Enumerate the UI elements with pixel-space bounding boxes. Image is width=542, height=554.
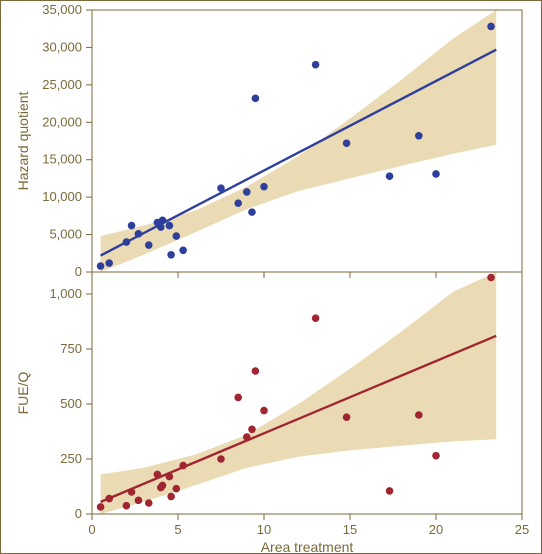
- svg-text:25,000: 25,000: [42, 77, 82, 92]
- svg-text:Hazard quotient: Hazard quotient: [15, 91, 31, 190]
- svg-text:15: 15: [343, 522, 357, 537]
- svg-text:20: 20: [429, 522, 443, 537]
- svg-text:750: 750: [60, 341, 82, 356]
- svg-text:5: 5: [174, 522, 181, 537]
- svg-text:0: 0: [88, 522, 95, 537]
- chart-svg: 0 5,000 10,000 15,000 20,000 25,000 30,000 35,0…: [0, 0, 542, 554]
- svg-text:FUE/Q: FUE/Q: [15, 372, 31, 415]
- svg-text:5,000: 5,000: [49, 227, 82, 242]
- svg-text:15,000: 15,000: [42, 152, 82, 167]
- svg-text:30,000: 30,000: [42, 39, 82, 54]
- figure-container: { "figure": { "width": 542, "height": 55…: [0, 0, 542, 554]
- svg-text:25: 25: [515, 522, 529, 537]
- svg-text:10: 10: [257, 522, 271, 537]
- svg-text:10,000: 10,000: [42, 189, 82, 204]
- svg-text:Area treatment: Area treatment: [261, 539, 354, 554]
- svg-text:500: 500: [60, 396, 82, 411]
- svg-text:250: 250: [60, 451, 82, 466]
- svg-text:1,000: 1,000: [49, 286, 82, 301]
- svg-text:0: 0: [75, 506, 82, 521]
- svg-text:35,000: 35,000: [42, 2, 82, 17]
- svg-text:20,000: 20,000: [42, 114, 82, 129]
- svg-text:0: 0: [75, 264, 82, 279]
